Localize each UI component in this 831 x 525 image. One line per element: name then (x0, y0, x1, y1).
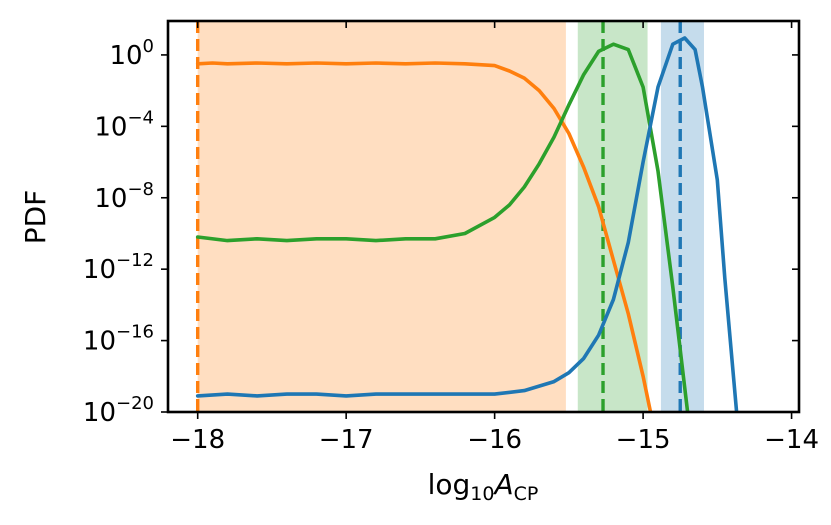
series-line-0 (195, 61, 653, 412)
x-axis-title: log10ACP (428, 468, 539, 505)
y-tick-label-1: 10−4 (94, 107, 154, 142)
credible-bands (197, 21, 704, 412)
x-tick-label-3: −15 (616, 425, 671, 455)
y-tick-exp-1: −4 (127, 107, 154, 128)
x-title-var-sub: CP (514, 483, 539, 505)
series-lines (195, 36, 739, 412)
x-title-base: log (428, 468, 471, 501)
y-tick-base-1: 10 (94, 112, 127, 142)
y-tick-base-4: 10 (83, 327, 116, 357)
y-tick-label-2: 10−8 (94, 179, 154, 214)
x-tick-label-4: −14 (764, 425, 819, 455)
x-ticks: −18 −17 −16 −15 −14 (170, 21, 819, 455)
y-tick-label-5: 10−20 (83, 393, 154, 428)
x-title-base-sub: 10 (470, 483, 494, 505)
y-tick-label-4: 10−16 (83, 322, 154, 357)
x-tick-label-0: −18 (170, 425, 225, 455)
y-tick-exp-2: −8 (127, 179, 154, 200)
plot-frame (166, 19, 801, 414)
y-tick-label-3: 10−12 (83, 250, 154, 285)
band-0 (197, 21, 566, 412)
y-tick-base-0: 10 (109, 41, 142, 71)
y-tick-base-2: 10 (94, 184, 127, 214)
y-tick-exp-3: −12 (116, 250, 154, 271)
y-tick-label-0: 100 (109, 36, 154, 71)
y-tick-exp-0: 0 (143, 36, 154, 57)
y-tick-base-3: 10 (83, 255, 116, 285)
x-tick-label-2: −16 (467, 425, 522, 455)
y-tick-base-5: 10 (83, 398, 116, 428)
band-2 (660, 21, 704, 412)
series-line-2 (195, 36, 739, 412)
y-tick-exp-5: −20 (116, 393, 154, 414)
series-line-1 (195, 42, 690, 412)
x-tick-label-1: −17 (319, 425, 374, 455)
x-title-var: A (492, 468, 513, 501)
y-axis-title: PDF (19, 190, 52, 245)
y-tick-exp-4: −16 (116, 322, 154, 343)
